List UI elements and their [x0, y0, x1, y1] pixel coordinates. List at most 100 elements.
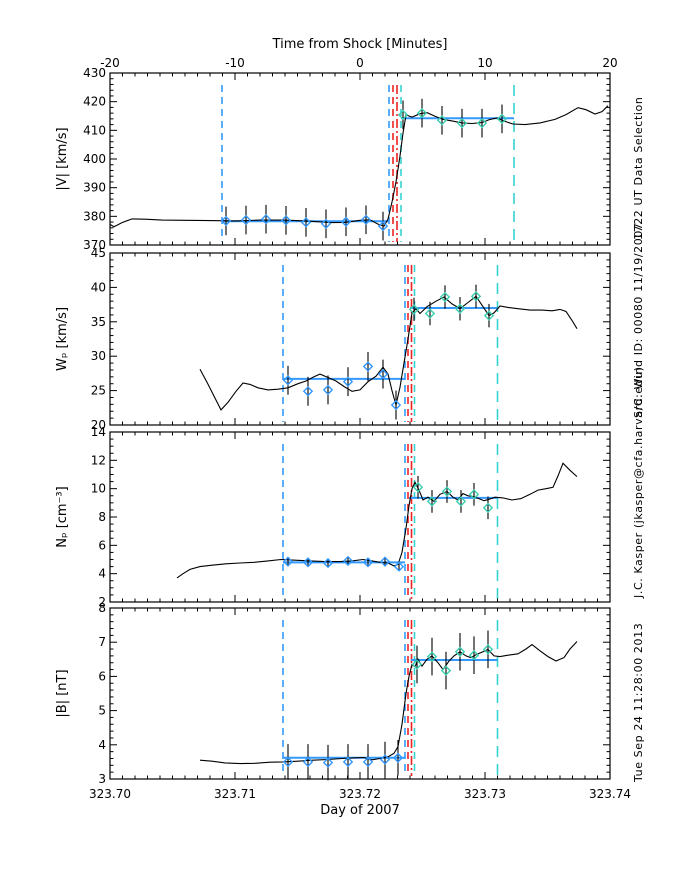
upstream-average-point	[377, 368, 389, 380]
upstream-average-point	[362, 756, 374, 768]
downstream-average-point	[468, 650, 480, 661]
downstream-average-point	[476, 117, 488, 129]
upstream-average-point	[377, 220, 389, 232]
panel-np: 2 4 6 8 10 12 14 Nₚ [cm⁻³]	[55, 425, 611, 609]
data-trace	[176, 462, 578, 579]
right-margin-annotation: J.C. Kasper (jkasper@cfa.harvard.edu)	[632, 366, 645, 599]
upstream-average-point	[260, 214, 272, 225]
downstream-average-point	[441, 486, 453, 497]
right-margin-annotation: 1722 UT Data Selection	[632, 97, 645, 240]
x-axis-title: Day of 2007	[320, 803, 400, 818]
y-tick-label: 30	[91, 349, 106, 363]
upstream-average-point	[362, 361, 374, 372]
y-tick-label: 8	[98, 601, 106, 615]
downstream-average-point	[468, 489, 480, 500]
upstream-average-point	[340, 216, 352, 227]
downstream-average-point	[456, 117, 468, 129]
y-tick-label: 3	[98, 772, 106, 786]
upstream-average-point	[379, 754, 391, 765]
y-tick-label: 14	[91, 425, 106, 439]
top-axis-tick-label: 0	[356, 56, 364, 70]
y-tick-label: 430	[83, 66, 106, 80]
downstream-average-point	[454, 303, 466, 314]
downstream-average-point	[440, 665, 452, 676]
upstream-average-point	[379, 556, 391, 567]
top-axis-tick-label: -10	[225, 56, 245, 70]
y-tick-label: 8	[98, 510, 106, 524]
upstream-average-point	[302, 386, 314, 397]
x-axis-tick-label: 323.72	[339, 787, 381, 801]
upstream-average-point	[280, 215, 292, 226]
downstream-average-point	[454, 646, 466, 657]
y-axis-title-bmag: |B| [nT]	[55, 669, 70, 717]
upstream-average-point	[282, 556, 294, 567]
y-tick-label: 20	[91, 418, 106, 432]
y-tick-label: 400	[83, 152, 106, 166]
downstream-average-point	[482, 502, 494, 513]
downstream-average-point	[496, 113, 508, 125]
downstream-average-point	[482, 644, 494, 655]
top-axis-tick-label: 20	[602, 56, 617, 70]
upstream-average-point	[342, 756, 354, 768]
x-axis-tick-label: 323.73	[464, 787, 506, 801]
y-tick-label: 40	[91, 280, 106, 294]
upstream-average-point	[282, 756, 294, 768]
y-tick-label: 420	[83, 95, 106, 109]
y-tick-label: 4	[98, 567, 106, 581]
upstream-average-point	[240, 214, 252, 226]
y-tick-label: 2	[98, 595, 106, 609]
downstream-average-point	[416, 107, 428, 119]
downstream-average-point	[397, 109, 409, 121]
panel-bmag: 3 4 5 6 7 8 |B| [nT]	[55, 601, 611, 786]
y-tick-label: 7	[98, 635, 106, 649]
y-axis-title-wp: Wₚ [km/s]	[55, 307, 70, 371]
y-tick-label: 410	[83, 123, 106, 137]
right-margin-annotation: Tue Sep 24 11:28:00 2013	[632, 623, 645, 783]
y-tick-label: 370	[83, 238, 106, 252]
downstream-average-point	[408, 304, 420, 315]
y-tick-label: 5	[98, 704, 106, 718]
data-trace	[199, 641, 578, 765]
x-axis-tick-label: 323.74	[589, 787, 631, 801]
top-axis-tick-label: 10	[477, 56, 492, 70]
x-axis-tick-label: 323.70	[89, 787, 131, 801]
y-tick-label: 10	[91, 482, 106, 496]
y-axis-title-np: Nₚ [cm⁻³]	[55, 486, 70, 547]
upstream-average-point	[362, 557, 374, 568]
downstream-average-point	[424, 308, 436, 319]
y-axis-title-vmag: |V| [km/s]	[55, 127, 70, 190]
upstream-average-point	[393, 561, 405, 572]
downstream-average-point	[439, 291, 451, 303]
downstream-average-point	[426, 496, 438, 507]
y-tick-label: 390	[83, 181, 106, 195]
upstream-average-point	[302, 756, 314, 768]
upstream-average-point	[220, 215, 232, 227]
right-margin-annotation: S/C: Wind ID: 00080 11/19/2007	[632, 222, 645, 418]
upstream-average-point	[322, 757, 334, 768]
upstream-average-point	[360, 214, 372, 225]
upstream-average-point	[300, 217, 312, 228]
upstream-average-point	[320, 218, 332, 229]
y-tick-label: 4	[98, 738, 106, 752]
downstream-average-point	[426, 651, 438, 662]
y-tick-label: 12	[91, 453, 106, 467]
upstream-average-point	[302, 557, 314, 568]
upstream-average-point	[342, 555, 354, 567]
panel-wp: 20 25 30 35 40 45 Wₚ [km/s]	[55, 246, 611, 432]
downstream-average-point	[455, 496, 467, 507]
y-tick-label: 6	[98, 538, 106, 552]
downstream-average-point	[436, 115, 448, 126]
upstream-average-point	[342, 376, 354, 387]
downstream-average-point	[411, 659, 423, 670]
y-tick-label: 6	[98, 669, 106, 683]
upstream-average-point	[322, 384, 334, 396]
top-axis-title: Time from Shock [Minutes]	[272, 37, 448, 52]
upstream-average-point	[282, 375, 294, 386]
y-tick-label: 35	[91, 315, 106, 329]
upstream-average-point	[390, 399, 402, 411]
y-tick-label: 380	[83, 209, 106, 223]
downstream-average-point	[483, 310, 495, 321]
